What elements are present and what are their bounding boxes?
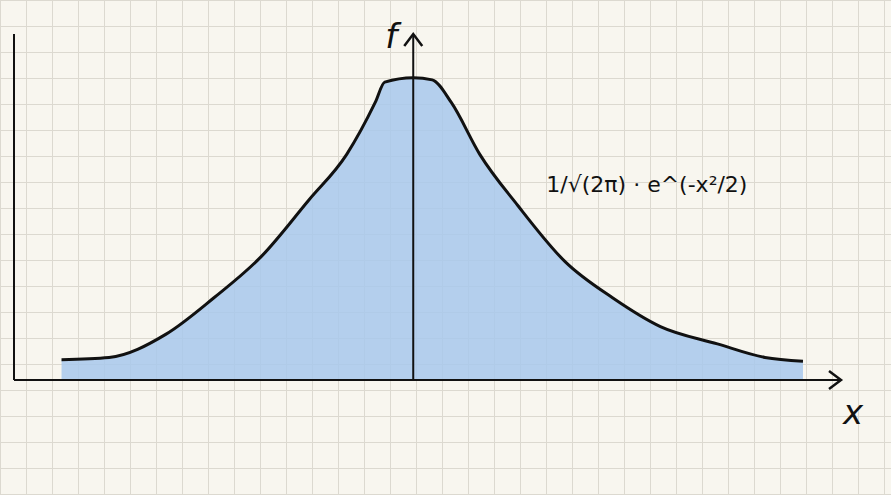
svg-text:x: x xyxy=(842,392,864,432)
svg-text:f: f xyxy=(385,16,402,56)
svg-text:1/√(2π) · e^(-x²/2): 1/√(2π) · e^(-x²/2) xyxy=(546,172,747,197)
